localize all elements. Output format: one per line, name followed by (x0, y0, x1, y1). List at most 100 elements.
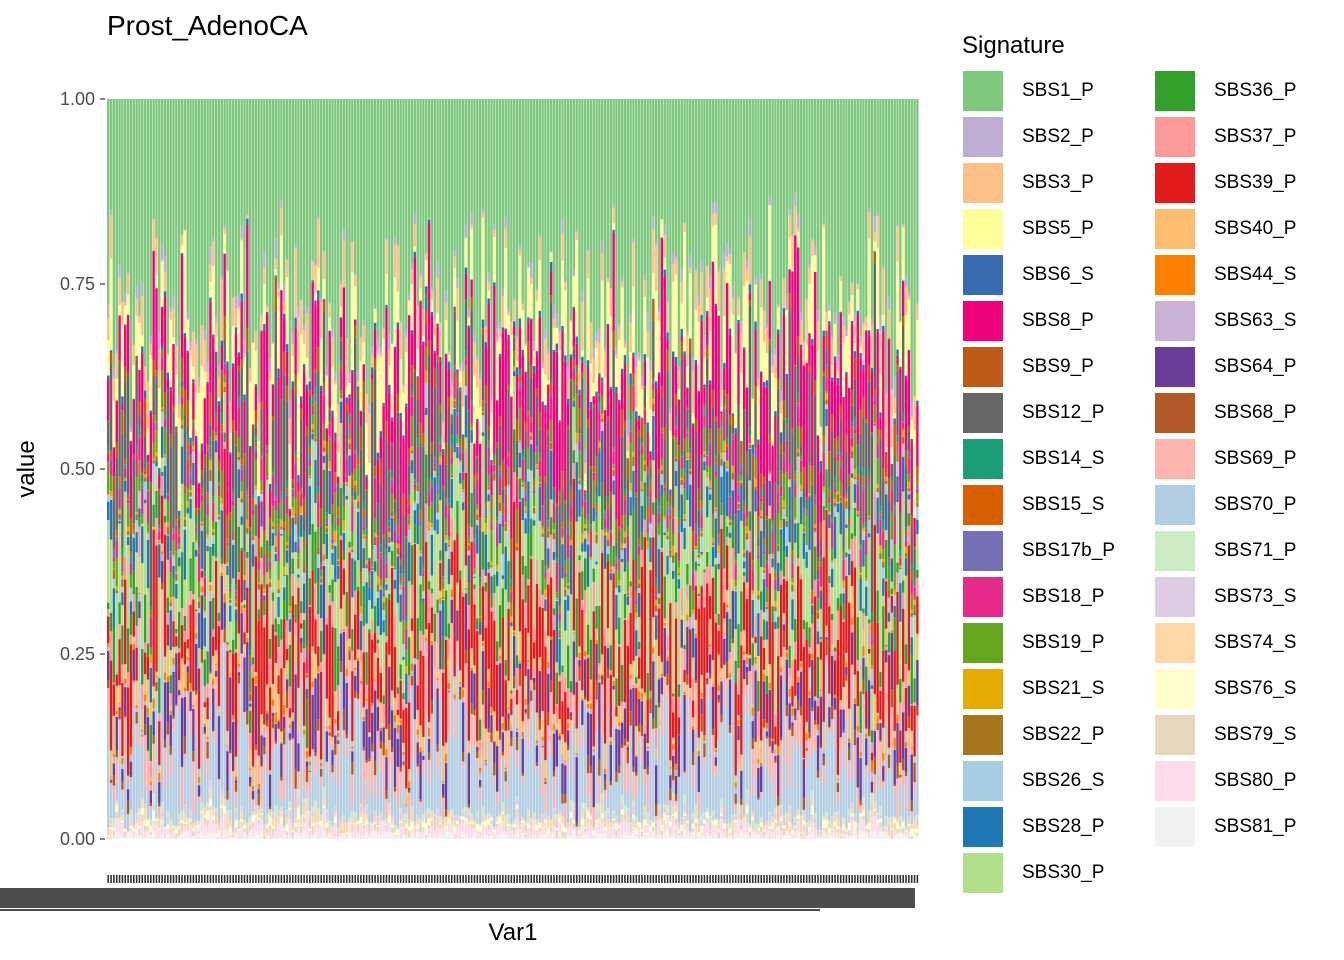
bar-segment (277, 376, 280, 504)
bar-segment (530, 318, 533, 320)
bar-segment (544, 780, 547, 782)
bar-segment (129, 746, 133, 755)
bar-segment (447, 683, 451, 690)
bar-segment (467, 523, 471, 526)
bar-segment (365, 832, 368, 839)
bar-segment (348, 443, 351, 450)
bar-segment (206, 444, 209, 451)
bar-segment (345, 386, 348, 398)
bar-segment (413, 544, 417, 659)
bar-segment (507, 680, 510, 708)
bar-segment (331, 579, 334, 602)
bar-segment (226, 745, 229, 747)
bar-segment (135, 680, 138, 706)
bar-segment (186, 488, 189, 502)
bar-segment (476, 758, 479, 763)
bar-segment (206, 778, 209, 803)
bar-segment (135, 711, 138, 724)
bar-segment (498, 815, 502, 818)
bar-segment (371, 346, 374, 356)
bar-segment (209, 781, 212, 789)
bar-segment (283, 704, 286, 716)
bar-segment (319, 776, 323, 787)
bar-segment (382, 798, 385, 820)
bar-segment (399, 826, 402, 838)
bar-segment (558, 629, 561, 639)
bar-segment (175, 628, 178, 634)
bar-segment (291, 99, 294, 334)
bar-segment (527, 414, 530, 448)
bar-segment (356, 693, 360, 699)
bar-segment (521, 454, 524, 459)
bar-segment (288, 733, 292, 739)
bar-segment (356, 698, 360, 701)
bar-segment (527, 830, 530, 838)
bar-segment (322, 787, 326, 799)
bar-segment (246, 218, 249, 225)
bar-segment (427, 99, 431, 219)
bar-segment (118, 477, 121, 484)
bar-segment (521, 820, 524, 823)
bar-segment (322, 560, 326, 566)
bar-segment (240, 293, 243, 302)
bar-segment (112, 785, 116, 801)
bar-segment (390, 417, 394, 421)
bar-segment (138, 401, 141, 415)
bar-segment (515, 478, 519, 481)
bar-segment (107, 616, 110, 644)
bar-segment (549, 250, 553, 253)
bar-segment (186, 350, 189, 353)
bar-segment (121, 433, 124, 550)
bar-segment (246, 224, 249, 328)
bar-segment (385, 549, 388, 555)
bar-segment (561, 522, 564, 528)
bar-segment (547, 712, 550, 726)
bar-segment (246, 834, 249, 839)
bar-segment (141, 736, 144, 747)
bar-segment (166, 817, 170, 825)
bar-segment (268, 547, 272, 552)
bar-segment (192, 828, 195, 832)
bar-segment (487, 728, 490, 733)
bar-segment (439, 463, 442, 465)
bar-segment (186, 657, 189, 661)
bar-segment (396, 725, 400, 733)
bar-segment (334, 754, 337, 806)
bar-segment (510, 690, 513, 694)
bar-segment (200, 495, 204, 502)
bar-segment (547, 820, 550, 828)
bar-segment (121, 396, 124, 405)
bar-segment (547, 548, 550, 565)
bar-segment (507, 99, 510, 309)
bar-segment (501, 805, 505, 812)
bar-segment (351, 671, 354, 742)
bar-segment (331, 601, 334, 628)
bar-segment (388, 526, 391, 528)
bar-segment (481, 646, 485, 652)
bar-segment (129, 440, 133, 444)
bar-segment (231, 837, 235, 839)
bar-segment (356, 700, 360, 821)
bar-segment (476, 504, 479, 510)
bar-segment (297, 732, 300, 744)
bar-segment (356, 99, 360, 371)
bar-segment (518, 248, 522, 256)
bar-segment (524, 482, 527, 485)
bar-segment (214, 437, 218, 439)
bar-segment (118, 818, 121, 822)
bar-segment (220, 431, 224, 434)
bar-segment (274, 277, 277, 312)
bar-segment (112, 99, 116, 368)
bar-segment (388, 822, 391, 833)
bar-segment (308, 381, 312, 391)
bar-segment (300, 652, 303, 683)
bar-segment (484, 532, 488, 533)
bar-segment (220, 510, 224, 558)
bar-segment (351, 762, 354, 775)
bar-segment (495, 342, 499, 401)
bar-segment (183, 529, 187, 580)
bar-segment (561, 544, 564, 579)
bar-segment (544, 338, 547, 375)
bar-segment (220, 498, 224, 503)
bar-segment (336, 830, 340, 833)
